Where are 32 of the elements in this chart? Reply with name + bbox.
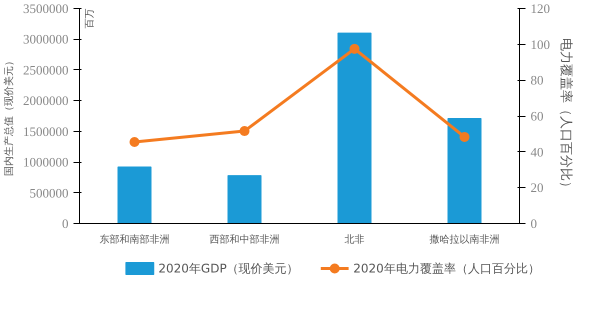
y-tick-label: 500000 xyxy=(30,185,68,200)
legend-label: 2020年GDP（现价美元） xyxy=(158,262,299,276)
y-tick-label: 2000000 xyxy=(23,93,68,108)
y-tick-label: 3500000 xyxy=(23,1,68,16)
y2-tick-label: 80 xyxy=(530,72,544,88)
x-tick-label: 东部和南部非洲 xyxy=(100,234,170,246)
annotation: 百万 xyxy=(84,8,96,28)
y-axis-title: 国内生产总值（现价美元） xyxy=(3,56,15,176)
y2-tick-label: 100 xyxy=(530,36,550,52)
y-tick-label: 1500000 xyxy=(23,124,68,139)
y2-tick-label: 60 xyxy=(530,108,544,124)
point xyxy=(350,44,360,54)
point xyxy=(240,126,250,136)
bar xyxy=(118,166,152,224)
legend-label: 2020年电力覆盖率（人口百分比） xyxy=(353,262,540,276)
x-tick-label: 西部和中部非洲 xyxy=(210,234,280,246)
y2-tick-label: 120 xyxy=(530,1,550,16)
x-tick-label: 撒哈拉以南非洲 xyxy=(430,234,500,246)
y2-tick-label: 40 xyxy=(530,144,544,160)
y-tick-label: 0 xyxy=(62,216,68,231)
bar xyxy=(228,175,262,224)
y-tick-label: 2500000 xyxy=(23,62,68,78)
y-tick-label: 3000000 xyxy=(23,32,68,47)
point xyxy=(130,136,140,147)
bar xyxy=(338,32,372,224)
y2-axis-title: 电力覆盖率（人口百分比） xyxy=(558,38,574,194)
bar xyxy=(448,118,482,224)
y2-tick-label: 0 xyxy=(530,216,537,231)
y2-tick-label: 20 xyxy=(530,180,544,196)
x-tick-label: 北非 xyxy=(344,234,364,246)
y-tick-label: 1000000 xyxy=(23,154,68,170)
point xyxy=(460,132,470,142)
